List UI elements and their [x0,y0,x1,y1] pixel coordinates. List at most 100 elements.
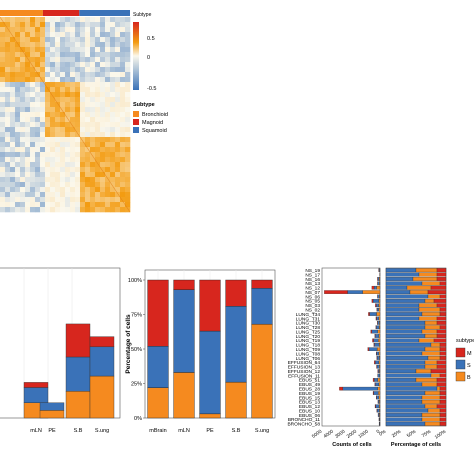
heatmap-cell [60,92,66,98]
heatmap-cell [0,162,6,168]
sample-label: NS_16 [305,277,320,283]
bar-segment-NS_05-bronchioid [378,299,381,303]
heatmap-cell [45,112,51,118]
heatmap-cell [60,142,66,148]
heatmap-cell [60,127,66,133]
bar-segment-sample-16-squamoid [385,338,420,343]
heatmap-cell [40,152,46,158]
sample-label: NS_12 [305,286,320,292]
sample-label: EBUS_28 [299,386,320,392]
heatmap-cell [55,67,61,73]
heatmap-cell [60,177,66,183]
heatmap-cell [45,207,51,213]
heatmap-cell [15,152,21,158]
heatmap-cell [60,137,66,143]
heatmap-cell [70,52,76,58]
bar-segment-PE-bronchioid [199,413,221,419]
heatmap-cell [90,27,96,33]
y-tick-label: 25% [131,382,142,388]
bar-segment-sample-15-squamoid [385,334,426,338]
heatmap-cell [120,37,126,43]
heatmap-cell [90,32,96,38]
heatmap-cell [30,122,36,128]
heatmap-cell [65,82,71,88]
bar-segment-sample-29-magnoid [439,395,447,400]
heatmap-cell [80,67,86,73]
heatmap-cell [125,162,131,168]
heatmap-cell [125,157,131,163]
heatmap-cell [50,152,56,158]
sample-label: NS_03 [305,303,320,309]
heatmap-cell [0,137,6,143]
heatmap-cell [50,177,56,183]
heatmap-cell [80,137,86,143]
heatmap-cell [0,52,6,58]
heatmap-cell [30,162,36,168]
heatmap-cell [0,47,6,53]
bar-segment-LUNG_T28-bronchioid [378,325,381,330]
heatmap-cell [115,202,121,208]
heatmap-cell [100,107,106,113]
heatmap-cell [15,132,21,138]
heatmap-cell [55,112,61,118]
heatmap-cell [10,77,16,83]
heatmap-cell [100,52,106,58]
heatmap-cell [25,157,31,163]
heatmap-cell [120,187,126,193]
heatmap-cell [5,127,11,133]
x-tick-label: 25% [391,428,403,439]
bar-segment-sample-22-magnoid [436,364,447,369]
heatmap-cell [75,47,81,53]
heatmap-cell [45,197,51,203]
heatmap-cell [60,172,66,178]
heatmap-cell [90,132,96,138]
heatmap-cell [20,187,26,193]
heatmap-cell [45,172,51,178]
heatmap-cell [115,52,121,58]
heatmap-cell [90,172,96,178]
heatmap-cell [70,147,76,153]
bar-segment-sample-22-bronchioid [424,364,438,369]
bar-segment-sample-13-bronchioid [424,325,441,330]
heatmap-cell [10,117,16,123]
heatmap-cell [30,32,36,38]
heatmap-cell [5,122,11,128]
heatmap-cell [25,62,31,68]
heatmap-cell [25,192,31,198]
heatmap-cell [70,187,76,193]
heatmap-cell [95,47,101,53]
heatmap-cell [125,197,131,203]
bar-segment-sample-4-squamoid [385,285,408,290]
heatmap-cell [85,57,91,63]
bar-segment-LUNG_T08-bronchioid [378,351,381,356]
bar-segment-sample-2-bronchioid [412,277,438,281]
heatmap-cell [0,142,6,148]
heatmap-cell [120,77,126,83]
heatmap-cell [70,87,76,93]
sample-label: LUNG_T19 [296,338,321,344]
heatmap-cell [50,57,56,63]
heatmap-cell [70,37,76,43]
heatmap-cell [95,197,101,203]
heatmap-cell [15,87,21,93]
bar-segment-NS_05-magnoid [371,299,374,303]
heatmap-cell [0,92,6,98]
heatmap-cell [85,187,91,193]
heatmap-cell [45,142,51,148]
bar-segment-sample-16-magnoid [433,338,447,343]
heatmap-cell [40,107,46,113]
heatmap-cell [60,17,66,23]
heatmap-cell [40,147,46,153]
heatmap-cell [75,42,81,48]
bar-segment-NS_03-squamoid [376,303,379,308]
heatmap-cell [120,177,126,183]
heatmap-cell [35,192,41,198]
heatmap-cell [115,177,121,183]
sample-label: BRONCHO_11 [288,417,320,423]
heatmap-cell [20,107,26,113]
heatmap-cell [20,152,26,158]
heatmap-cell [95,87,101,93]
bar-segment-sample-18-magnoid [439,347,447,352]
bar-segment-sample-14-magnoid [436,329,447,334]
heatmap-cell [125,152,131,158]
